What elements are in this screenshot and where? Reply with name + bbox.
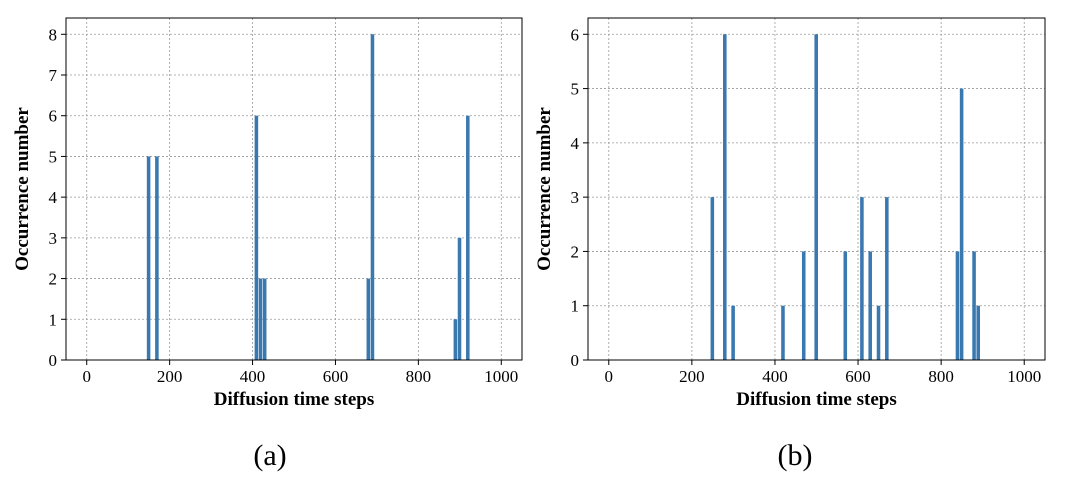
y-axis-label: Occurrence number: [12, 107, 33, 271]
y-tick-label: 5: [49, 147, 58, 166]
y-tick-label: 4: [571, 134, 580, 153]
bar: [781, 305, 785, 360]
y-tick-label: 6: [49, 107, 58, 126]
y-tick-label: 1: [49, 310, 58, 329]
bar: [731, 305, 735, 360]
bar: [959, 88, 964, 361]
x-tick-label: 1000: [484, 367, 518, 386]
bar: [972, 251, 976, 360]
x-tick-label: 0: [605, 367, 614, 386]
y-tick-label: 3: [49, 229, 58, 248]
bar: [258, 278, 263, 360]
bar: [466, 115, 470, 360]
plot-frame: [587, 17, 1046, 361]
bar: [955, 251, 960, 360]
bar: [723, 34, 727, 361]
x-tick-label: 800: [406, 367, 432, 386]
x-tick-label: 200: [679, 367, 705, 386]
bar: [885, 197, 889, 360]
y-tick-label: 2: [49, 270, 58, 289]
panel-caption: (a): [253, 439, 286, 472]
y-tick-label: 0: [571, 351, 580, 370]
bar: [146, 156, 151, 360]
y-tick-label: 1: [571, 297, 580, 316]
y-tick-label: 0: [49, 351, 58, 370]
x-axis-label: Diffusion time steps: [214, 389, 374, 410]
chart-panel-b: 0 200 400 600 800 1000 0 1 2 3 4 5 6 Diffusion time s…: [534, 17, 1046, 472]
bar: [254, 115, 259, 360]
bar: [366, 278, 371, 360]
bar: [370, 34, 375, 361]
bar: [843, 251, 848, 360]
chart-panel-a: 0 200 400 600 800 1000 0 1 2 3 4 5 6 7 8 Diffusion time…: [12, 17, 523, 472]
y-tick-label: 7: [49, 66, 58, 85]
y-tick-label: 8: [49, 25, 58, 44]
x-tick-label: 800: [928, 367, 954, 386]
bar: [876, 305, 881, 360]
y-axis-label: Occurrence number: [534, 107, 555, 271]
bar: [453, 319, 458, 360]
x-axis-label: Diffusion time steps: [736, 389, 896, 410]
bar: [814, 34, 818, 361]
bar: [976, 305, 981, 360]
bar: [710, 197, 715, 360]
x-tick-label: 400: [240, 367, 266, 386]
x-tick-label: 600: [845, 367, 871, 386]
x-tick-label: 600: [323, 367, 349, 386]
bar: [457, 237, 462, 360]
bar: [801, 251, 806, 360]
bar: [860, 197, 864, 360]
y-tick-label: 6: [571, 25, 580, 44]
x-tick-label: 400: [762, 367, 788, 386]
bar: [262, 278, 267, 360]
x-tick-label: 0: [82, 367, 91, 386]
bar: [868, 251, 872, 360]
x-tick-label: 200: [157, 367, 183, 386]
y-tick-label: 4: [49, 188, 58, 207]
y-tick-label: 5: [571, 80, 580, 99]
panel-caption: (b): [778, 439, 813, 472]
bar: [155, 156, 159, 360]
plot-frame: [65, 17, 523, 361]
x-tick-label: 1000: [1007, 367, 1041, 386]
y-tick-label: 2: [571, 242, 580, 261]
y-tick-label: 3: [571, 188, 580, 207]
